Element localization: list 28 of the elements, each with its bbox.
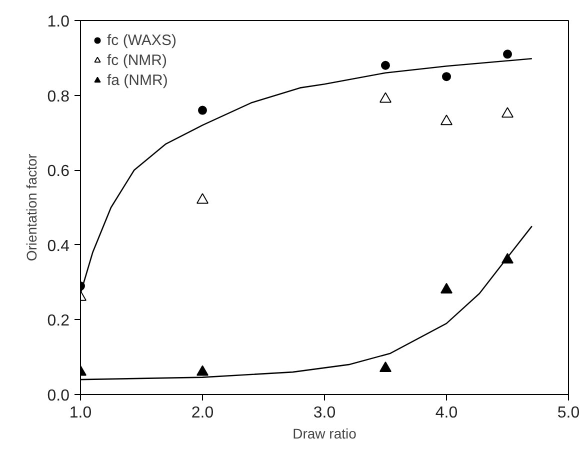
y-tick-label: 0.6 xyxy=(47,163,70,180)
y-tick-label: 0.0 xyxy=(47,388,70,404)
legend-label: fc (WAXS) xyxy=(107,32,176,48)
legend-label: fa (NMR) xyxy=(107,72,168,88)
y-tick-label: 0.4 xyxy=(47,238,70,255)
point xyxy=(380,92,392,103)
x-tick-label: 3.0 xyxy=(313,404,336,422)
y-tick-label: 1.0 xyxy=(47,14,70,30)
x-tick-label: 5.0 xyxy=(557,404,580,422)
point xyxy=(442,72,451,82)
point xyxy=(196,365,208,376)
y-tick-label: 0.8 xyxy=(47,88,70,106)
point xyxy=(440,282,452,294)
y-axis-title: Orientation factor xyxy=(23,153,40,262)
legend-label: fc (NMR) xyxy=(107,52,167,68)
point xyxy=(440,114,452,126)
x-tick-label: 1.0 xyxy=(69,404,92,422)
x-tick-label: 4.0 xyxy=(435,404,458,422)
point xyxy=(502,253,514,264)
x-tick-label: 2.0 xyxy=(191,404,214,422)
x-axis-title: Draw ratio xyxy=(292,426,357,442)
point xyxy=(503,50,512,59)
point xyxy=(381,60,390,70)
y-tick-label: 0.2 xyxy=(47,312,70,330)
point xyxy=(198,106,207,115)
point xyxy=(502,107,514,118)
point xyxy=(380,361,392,372)
point xyxy=(196,193,208,204)
